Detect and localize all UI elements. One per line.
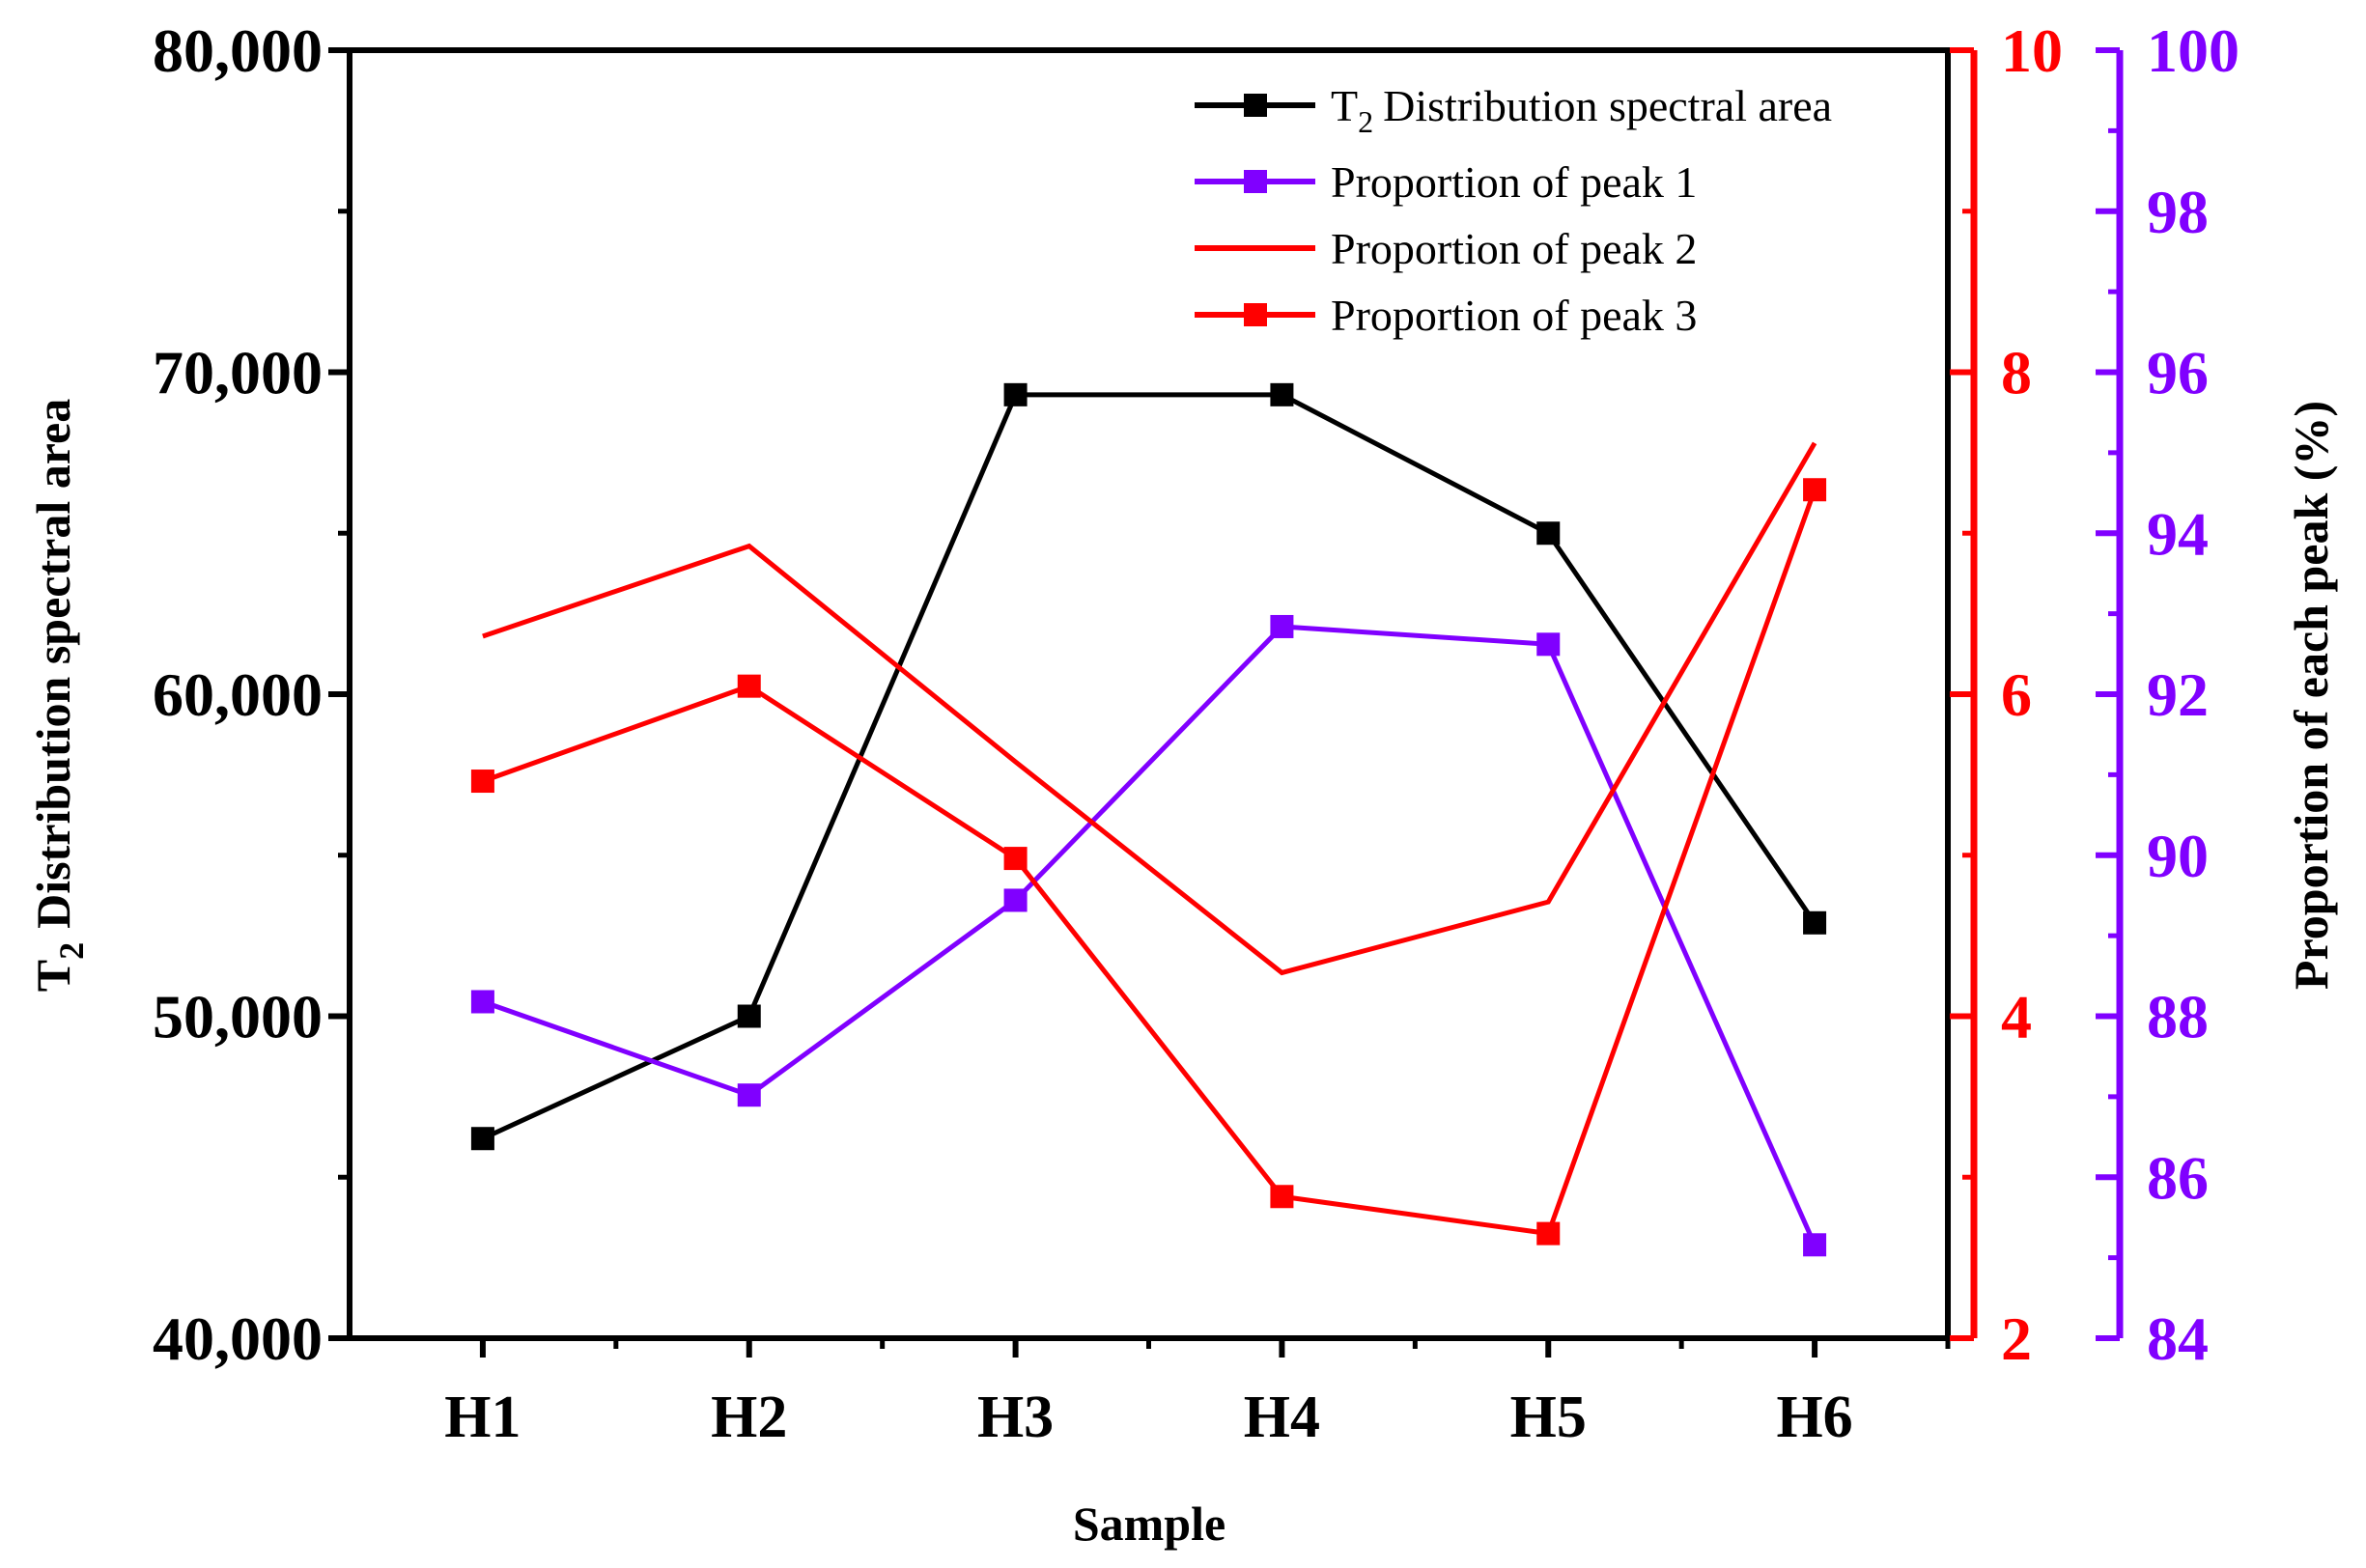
x-tick-label: H2	[711, 1385, 787, 1450]
legend-label-1: T2 Distribution spectral area	[1331, 81, 1832, 139]
left-tick-label: 50,000	[153, 983, 323, 1051]
legend-label-2: Proportion of peak 1	[1331, 157, 1697, 207]
series-line-1	[481, 392, 1817, 1141]
series-line-3	[482, 441, 1817, 976]
series-2-point	[1536, 632, 1561, 657]
right2-tick-label: 90	[2147, 822, 2209, 890]
left-axis-title: T2 Distribution spectral area	[26, 399, 91, 992]
series-1-point	[1003, 382, 1028, 406]
series-2-point	[737, 1083, 761, 1107]
series-4-point	[1803, 478, 1827, 502]
series-1-point	[1803, 910, 1827, 935]
right1-tick-label: 6	[2001, 660, 2032, 729]
left-axis-title-main: T	[26, 960, 80, 992]
series-1-point	[470, 1127, 494, 1151]
left-axis-title-sub: 2	[52, 942, 91, 960]
right2-tick-label: 86	[2147, 1143, 2209, 1212]
series-1-point	[1536, 521, 1561, 546]
series-line-2	[482, 624, 1817, 1246]
right2-tick-label: 92	[2147, 660, 2209, 729]
right2-tick-label: 94	[2147, 499, 2209, 568]
legend-label-4: Proportion of peak 3	[1331, 291, 1697, 340]
left-tick-label: 80,000	[153, 16, 323, 85]
legend-marker-4	[1244, 303, 1267, 326]
x-tick-label: H3	[977, 1385, 1054, 1450]
legend-marker-1	[1244, 94, 1267, 117]
series-1-point	[1270, 382, 1294, 406]
legend-label-3: Proportion of peak 2	[1331, 224, 1697, 273]
plot-frame	[347, 47, 1951, 1341]
right-axis-title: Proportion of each peak (%)	[2284, 401, 2338, 990]
right2-tick-label: 88	[2147, 983, 2209, 1051]
left-tick-label: 60,000	[153, 660, 323, 729]
series-1-point	[737, 1004, 761, 1028]
series-2-point	[1270, 614, 1294, 638]
right2-tick-label: 98	[2147, 178, 2209, 246]
series-2-point	[1003, 888, 1028, 912]
left-axis-title-rest: Distribution spectral area	[26, 399, 80, 929]
x-tick-label: H6	[1776, 1385, 1852, 1450]
right1-tick-label: 4	[2001, 983, 2032, 1051]
left-tick-label: 40,000	[153, 1304, 323, 1373]
legend-marker-2	[1244, 170, 1267, 193]
right1-tick-label: 10	[2001, 16, 2063, 85]
x-tick-label: H1	[444, 1385, 521, 1450]
left-tick-label: 70,000	[153, 339, 323, 407]
series-4-point	[1003, 847, 1028, 871]
right2-tick-label: 84	[2147, 1304, 2209, 1373]
x-tick-label: H5	[1510, 1385, 1587, 1450]
x-tick-label: H4	[1244, 1385, 1320, 1450]
right2-tick-label: 100	[2147, 16, 2239, 85]
right2-tick-label: 96	[2147, 339, 2209, 407]
right1-tick-label: 8	[2001, 339, 2032, 407]
series-4-point	[470, 770, 494, 794]
series-2-point	[470, 990, 494, 1014]
series-4-point	[1270, 1185, 1294, 1209]
series-4-point	[1536, 1221, 1561, 1246]
x-axis-title: Sample	[1073, 1497, 1225, 1551]
right1-tick-label: 2	[2001, 1304, 2032, 1373]
series-line-4	[482, 489, 1817, 1237]
series-4-point	[737, 674, 761, 698]
series-2-point	[1803, 1233, 1827, 1257]
